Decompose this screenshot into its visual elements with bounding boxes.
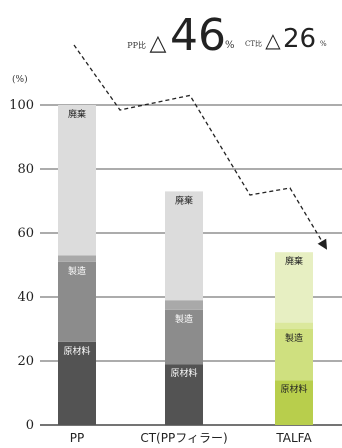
x-tick-label: PP (70, 431, 84, 445)
y-tick-label: 20 (17, 354, 34, 369)
x-tick-label: TALFA (275, 431, 312, 445)
bar-segment (58, 261, 96, 342)
y-tick-label: 100 (9, 98, 34, 113)
bar-segment (165, 364, 203, 425)
annotation-vs-pp-value: 46 (170, 10, 226, 61)
y-tick-label: 40 (17, 290, 34, 305)
bar-segment (165, 191, 203, 301)
segment-label: 廃棄 (68, 108, 86, 120)
x-tick-label: CT(PPフィラー) (140, 431, 227, 445)
y-axis: 0 20 40 60 80 100 (9, 98, 34, 433)
bar-segment (275, 380, 313, 425)
annotation-vs-ct: CT比 △ 26 % (245, 24, 327, 54)
bar-stack: 原材料製造物流廃棄 (165, 191, 203, 425)
y-tick-label: 60 (17, 226, 34, 241)
segment-label: 原材料 (280, 383, 307, 395)
annotation-vs-ct-prefix: CT比 (245, 39, 262, 48)
bar-segment (58, 341, 96, 425)
bar-segment (58, 255, 96, 262)
segment-label: 製造 (175, 313, 193, 325)
bar-segment (58, 105, 96, 256)
annotation-vs-pp: PP比 △ 46 % (127, 10, 234, 61)
trend-line (73, 44, 328, 250)
annotation-vs-pp-symbol: △ (150, 31, 167, 56)
segment-label: 廃棄 (175, 194, 193, 206)
segment-label: 製造 (68, 265, 86, 277)
bar-stack: 原材料製造物流廃棄 (275, 252, 313, 425)
annotation-vs-ct-symbol: △ (265, 28, 281, 52)
annotation-vs-ct-value: 26 (283, 24, 316, 54)
x-axis: PP CT(PPフィラー) TALFA (70, 431, 313, 445)
annotation-vs-ct-suffix: % (320, 40, 327, 48)
bar-stack: 原材料製造物流廃棄 (58, 105, 96, 425)
y-tick-label: 80 (17, 162, 34, 177)
bars: 原材料製造物流廃棄原材料製造物流廃棄原材料製造物流廃棄 (58, 105, 313, 425)
annotation-vs-pp-prefix: PP比 (127, 40, 146, 50)
bar-segment (275, 322, 313, 329)
y-axis-unit-label: (%) (12, 74, 28, 85)
annotation-vs-pp-suffix: % (225, 40, 235, 51)
bar-segment (165, 300, 203, 310)
segment-label: 原材料 (170, 367, 197, 379)
bar-segment (165, 309, 203, 365)
bar-segment (275, 329, 313, 381)
trend-line-group (73, 44, 328, 250)
y-tick-label: 0 (26, 418, 34, 433)
segment-label: 廃棄 (285, 255, 303, 267)
segment-label: 原材料 (63, 345, 90, 357)
bar-segment (275, 252, 313, 323)
segment-label: 製造 (285, 332, 303, 344)
